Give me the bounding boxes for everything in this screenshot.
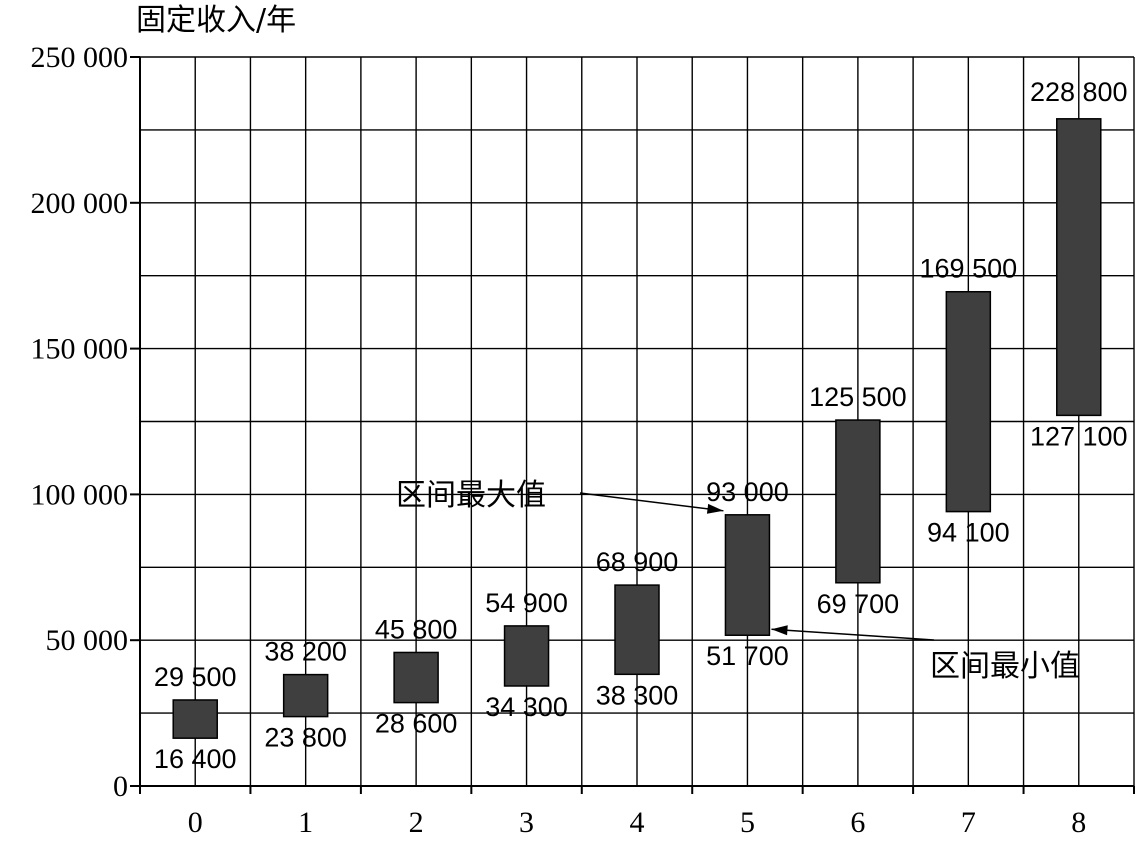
x-tick-label: 1 [298, 806, 313, 839]
range-bar [393, 651, 439, 704]
data-label-min: 38 300 [596, 680, 679, 710]
x-tick-label: 0 [188, 806, 203, 839]
data-label-max: 38 200 [264, 637, 347, 667]
data-label-min: 94 100 [927, 518, 1010, 548]
range-bar [945, 290, 992, 513]
range-bar [282, 673, 329, 718]
label-layer: 29 500 16 400 38 200 23 800 45 800 28 600 54 9… [154, 77, 1128, 774]
x-tick-label: 4 [630, 806, 645, 839]
x-tick-label: 6 [850, 806, 865, 839]
data-label-max: 45 800 [375, 614, 458, 644]
x-tick-label: 2 [409, 806, 424, 839]
range-bar [172, 699, 218, 739]
y-tick-label: 100 000 [31, 478, 129, 511]
data-label-max: 68 900 [596, 547, 679, 577]
data-label-min: 28 600 [375, 709, 458, 739]
arrow-min-line [771, 628, 935, 641]
data-label-min: 127 100 [1030, 421, 1128, 451]
annotation-max-label: 区间最大值 [396, 478, 546, 513]
data-label-min: 23 800 [264, 723, 347, 753]
x-tick-label: 5 [740, 806, 755, 839]
y-tick-label: 0 [113, 770, 128, 803]
arrow-max-head [706, 503, 724, 514]
bar-layer [172, 118, 1102, 739]
data-label-min: 34 300 [485, 692, 568, 722]
data-label-max: 93 000 [706, 477, 789, 507]
range-bar [614, 584, 660, 676]
data-label-min: 51 700 [706, 641, 789, 671]
range-bar [835, 419, 881, 584]
data-label-min: 69 700 [817, 589, 900, 619]
arrow-max-line [579, 492, 724, 512]
range-bar [724, 514, 771, 636]
y-tick-label: 250 000 [31, 41, 129, 74]
y-tick-label: 150 000 [31, 333, 129, 366]
data-label-max: 169 500 [920, 254, 1018, 284]
data-label-min: 16 400 [154, 744, 237, 774]
annotation-min-label: 区间最小值 [930, 649, 1080, 684]
y-tick-label: 200 000 [31, 187, 129, 220]
x-tick-label: 8 [1071, 806, 1086, 839]
data-label-max: 125 500 [809, 382, 907, 412]
arrow-min-head [771, 625, 788, 636]
data-label-max: 54 900 [485, 588, 568, 618]
data-label-max: 29 500 [154, 662, 237, 692]
y-axis-title: 固定收入/年 [136, 3, 296, 38]
y-tick-label: 50 000 [46, 624, 129, 657]
range-bar [503, 625, 550, 687]
data-label-max: 228 800 [1030, 77, 1128, 107]
x-tick-label: 3 [519, 806, 534, 839]
x-tick-label: 7 [961, 806, 976, 839]
range-bar [1056, 118, 1102, 417]
